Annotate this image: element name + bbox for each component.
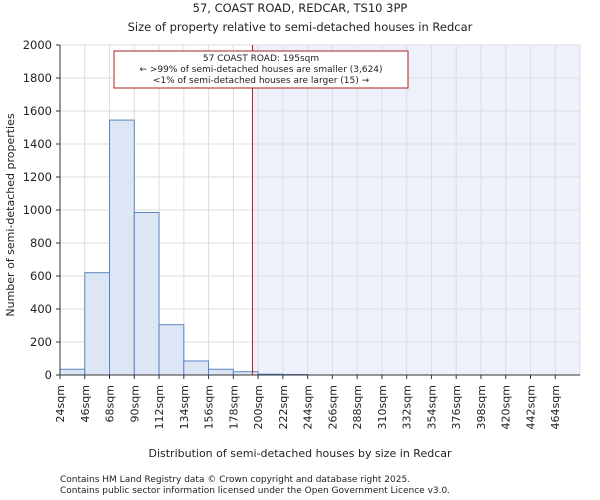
x-tick-label: 420sqm <box>500 385 513 429</box>
y-tick-label: 800 <box>30 236 52 250</box>
footer-line-1: Contains HM Land Registry data © Crown c… <box>60 475 410 485</box>
x-tick-label: 354sqm <box>425 385 438 429</box>
annotation-line-3: <1% of semi-detached houses are larger (… <box>153 76 370 86</box>
y-tick-label: 1600 <box>23 104 52 118</box>
x-axis-label: Distribution of semi-detached houses by … <box>148 447 452 460</box>
annotation-line-1: 57 COAST ROAD: 195sqm <box>203 54 319 64</box>
y-tick-label: 1000 <box>23 203 52 217</box>
x-tick-label: 310sqm <box>376 385 389 429</box>
y-tick-label: 0 <box>45 368 52 382</box>
histogram-bar <box>109 119 135 376</box>
histogram-bar <box>133 211 160 376</box>
x-tick-label: 464sqm <box>549 385 562 429</box>
x-tick-label: 398sqm <box>475 385 488 429</box>
y-axis-label: Number of semi-detached properties <box>4 113 17 316</box>
x-tick-label: 156sqm <box>203 385 216 429</box>
y-tick-label: 2000 <box>23 38 52 52</box>
y-tick-label: 600 <box>30 269 52 283</box>
chart-subtitle: Size of property relative to semi-detach… <box>128 20 473 34</box>
histogram-bar <box>84 272 111 376</box>
x-tick-label: 68sqm <box>104 385 117 422</box>
x-tick-label: 90sqm <box>128 385 141 422</box>
x-tick-label: 244sqm <box>302 385 315 429</box>
x-tick-label: 376sqm <box>450 385 463 429</box>
x-tick-label: 46sqm <box>79 385 92 422</box>
x-tick-label: 112sqm <box>153 385 166 429</box>
annotation-line-2: ← >99% of semi-detached houses are small… <box>139 65 382 75</box>
y-tick-label: 400 <box>30 302 52 316</box>
x-tick-label: 134sqm <box>178 385 191 429</box>
x-tick-label: 178sqm <box>227 385 240 429</box>
x-tick-label: 288sqm <box>351 385 364 429</box>
x-tick-label: 442sqm <box>524 385 537 429</box>
histogram-bar <box>208 368 234 376</box>
histogram-bar <box>183 360 210 376</box>
y-tick-label: 1400 <box>23 137 52 151</box>
y-tick-label: 200 <box>30 335 52 349</box>
x-tick-label: 222sqm <box>277 385 290 429</box>
annotation-box <box>113 50 409 89</box>
y-tick-label: 1200 <box>23 170 52 184</box>
x-tick-label: 332sqm <box>401 385 414 429</box>
y-tick-label: 1800 <box>23 71 52 85</box>
chart-title: 57, COAST ROAD, REDCAR, TS10 3PP <box>193 1 408 15</box>
x-tick-label: 200sqm <box>252 385 265 429</box>
footer-line-2: Contains public sector information licen… <box>60 486 450 496</box>
x-tick-label: 266sqm <box>326 385 339 429</box>
histogram-bar <box>59 368 86 376</box>
x-tick-label: 24sqm <box>54 385 67 422</box>
histogram-bar <box>158 324 185 376</box>
